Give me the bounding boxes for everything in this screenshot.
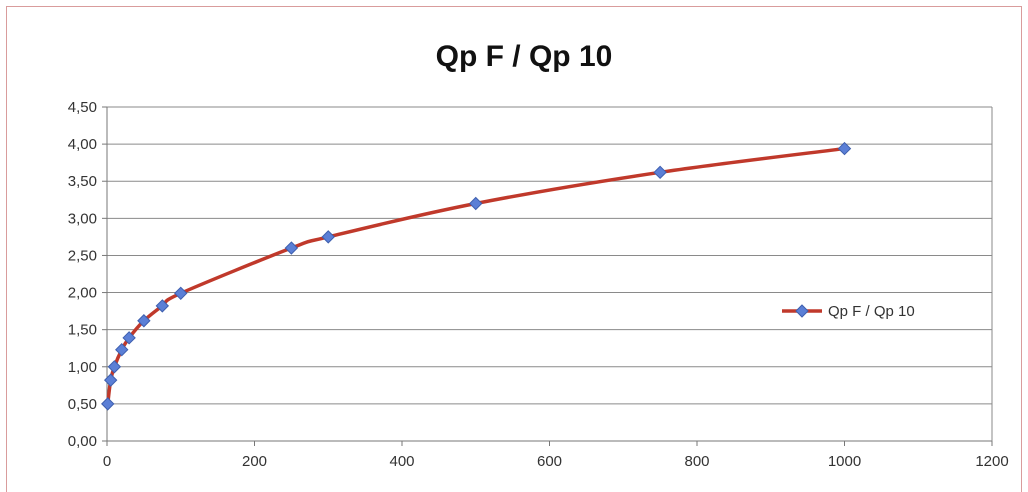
data-point-marker — [469, 196, 483, 211]
y-tick-labels: 0,00 0,50 1,00 1,50 2,00 2,50 3,00 3,50 4,00 4,50 — [68, 99, 97, 450]
gridlines — [107, 106, 992, 405]
x-tick-label: 600 — [537, 453, 562, 470]
y-tick-label: 2,00 — [68, 285, 97, 302]
x-tick-label: 200 — [242, 453, 267, 470]
x-tick-label: 1200 — [975, 453, 1008, 470]
data-point-marker — [101, 397, 115, 411]
x-tick-labels: 0 200 400 600 800 1000 1200 — [103, 453, 1009, 470]
chart-title: Qp F / Qp 10 — [436, 40, 613, 73]
data-point-marker — [107, 360, 122, 374]
chart-frame — [6, 6, 1022, 492]
y-tick-label: 2,50 — [68, 247, 97, 264]
x-tick-label: 400 — [389, 453, 414, 470]
x-tick-label: 1000 — [828, 453, 861, 470]
y-tick-label: 1,00 — [68, 359, 97, 376]
series-group — [101, 141, 852, 411]
data-point-marker — [103, 373, 118, 387]
data-point-marker — [115, 342, 129, 357]
data-point-marker — [174, 286, 188, 301]
y-tick-label: 4,50 — [68, 99, 97, 116]
data-point-marker — [321, 230, 335, 244]
x-tick-label: 0 — [103, 453, 111, 470]
data-point-marker — [122, 331, 136, 345]
legend-label: Qp F / Qp 10 — [828, 303, 915, 320]
data-point-marker — [837, 141, 852, 156]
x-tick-label: 800 — [684, 453, 709, 470]
legend: Qp F / Qp 10 — [782, 303, 915, 320]
legend-marker-icon — [795, 304, 809, 318]
data-point-marker — [653, 165, 667, 180]
data-point-marker — [284, 241, 299, 255]
series-line — [106, 146, 845, 405]
y-tick-label: 4,00 — [68, 136, 97, 153]
y-tick-label: 3,00 — [68, 210, 97, 227]
axes — [102, 106, 993, 446]
y-tick-label: 0,50 — [68, 396, 97, 413]
data-point-marker — [155, 299, 170, 313]
y-tick-label: 1,50 — [68, 322, 97, 339]
y-tick-label: 3,50 — [68, 173, 97, 190]
data-point-marker — [137, 314, 151, 328]
y-tick-label: 0,00 — [68, 433, 97, 450]
